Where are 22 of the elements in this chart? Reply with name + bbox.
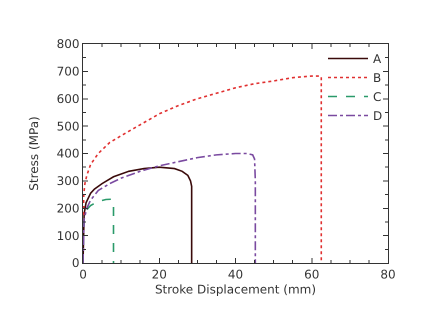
y-tick-label: 500 bbox=[56, 119, 80, 134]
y-tick-label: 800 bbox=[56, 37, 80, 52]
y-tick-label: 300 bbox=[56, 174, 80, 188]
line-series bbox=[83, 152, 256, 263]
x-axis-title: Stroke Displacement (mm) bbox=[154, 282, 316, 296]
line-series bbox=[83, 75, 322, 263]
legend-label: B bbox=[373, 71, 382, 86]
y-tick-label: 600 bbox=[56, 92, 80, 106]
x-tick-label: 20 bbox=[152, 268, 167, 282]
x-tick-label: 60 bbox=[304, 268, 320, 282]
y-axis-title: Stress (MPa) bbox=[26, 116, 41, 191]
legend-label: D bbox=[373, 109, 382, 124]
y-tick-label: 100 bbox=[56, 228, 80, 243]
legend-label: A bbox=[373, 52, 382, 66]
legend-label: C bbox=[373, 90, 382, 104]
x-tick-label: 80 bbox=[380, 268, 396, 282]
y-tick-label: 700 bbox=[56, 64, 80, 79]
y-tick-label: 0 bbox=[72, 256, 80, 270]
y-tick-label: 400 bbox=[56, 146, 80, 161]
y-tick-label: 200 bbox=[56, 201, 80, 216]
x-tick-label: 40 bbox=[228, 268, 244, 282]
line-series bbox=[83, 166, 192, 263]
